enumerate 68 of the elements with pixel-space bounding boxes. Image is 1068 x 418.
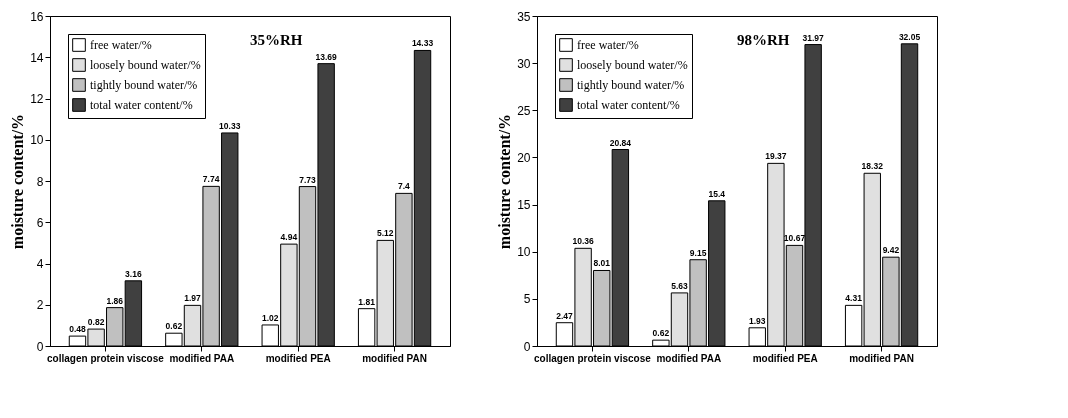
y-tick-label: 4 [36, 257, 44, 271]
data-label: 1.93 [748, 315, 766, 326]
data-label: 10.33 [219, 120, 241, 131]
y-tick-label: 16 [30, 9, 44, 24]
legend-label: free water/% [577, 38, 639, 52]
x-tick-label: modified PAA [656, 352, 722, 364]
x-tick-label: modified PEA [265, 352, 331, 364]
data-label: 10.36 [572, 236, 595, 247]
data-label: 5.63 [671, 280, 689, 291]
y-tick-label: 6 [36, 215, 44, 230]
data-label: 0.48 [69, 324, 87, 335]
text: 98%RH [737, 32, 790, 48]
y-tick-label: 10 [30, 133, 44, 148]
data-label: 1.02 [261, 312, 279, 323]
data-label: 15.4 [708, 188, 726, 199]
y-tick-label: 20 [517, 150, 531, 165]
data-label: 18.32 [861, 161, 884, 172]
x-tick-label: modified PAN [362, 352, 427, 364]
y-tick-label: 15 [517, 198, 531, 213]
x-tick-label: modified PAA [169, 352, 235, 364]
y-tick-label: 10 [517, 245, 531, 260]
y-tick-label: 2 [36, 298, 44, 313]
legend-label: tightly bound water/% [90, 78, 198, 92]
data-label: 5.12 [376, 228, 394, 239]
legend-label: total water content/% [90, 98, 193, 112]
data-label: 3.16 [125, 268, 142, 279]
data-label: 4.31 [845, 293, 863, 304]
y-tick-label: 5 [523, 292, 531, 307]
data-label: 7.73 [299, 174, 317, 185]
x-tick-label: modified PAN [849, 352, 914, 364]
y-tick-label: 25 [517, 103, 531, 118]
data-label: 1.86 [106, 295, 124, 306]
y-tick-label: 30 [517, 56, 531, 71]
x-tick-label: collagen protein viscose [47, 352, 165, 364]
x-tick-label: modified PEA [752, 352, 818, 364]
legend-label: loosely bound water/% [90, 58, 201, 72]
text: 35%RH [250, 32, 303, 48]
legend-label: total water content/% [577, 98, 680, 112]
y-axis-title: moisture content/% [9, 113, 27, 250]
y-tick-label: 8 [36, 174, 44, 189]
data-label: 1.81 [358, 296, 376, 307]
legend-label: tightly bound water/% [577, 78, 685, 92]
data-label: 0.62 [165, 321, 183, 332]
data-label: 4.94 [280, 232, 298, 243]
data-label: 14.33 [411, 38, 434, 49]
legend-label: free water/% [90, 38, 152, 52]
data-label: 2.47 [556, 310, 574, 321]
data-label: 9.42 [882, 245, 900, 256]
y-axis-title: moisture content/% [496, 113, 514, 250]
data-label: 20.84 [609, 137, 632, 148]
data-label: 0.62 [652, 328, 670, 339]
y-tick-label: 14 [30, 50, 44, 65]
y-tick-label: 35 [517, 9, 531, 24]
data-label: 9.15 [689, 247, 707, 258]
data-label: 0.82 [87, 317, 105, 328]
data-label: 8.01 [593, 258, 611, 269]
data-label: 1.97 [184, 293, 202, 304]
data-label: 32.05 [898, 31, 921, 42]
data-label: 7.4 [397, 181, 411, 192]
data-label: 19.37 [765, 151, 787, 162]
y-tick-label: 0 [36, 339, 44, 354]
x-tick-label: collagen protein viscose [534, 352, 652, 364]
legend-label: loosely bound water/% [577, 58, 688, 72]
data-label: 7.74 [202, 174, 220, 185]
y-tick-label: 12 [30, 92, 44, 106]
data-label: 13.69 [315, 51, 338, 62]
y-tick-label: 0 [523, 339, 531, 354]
data-label: 31.97 [802, 32, 825, 43]
